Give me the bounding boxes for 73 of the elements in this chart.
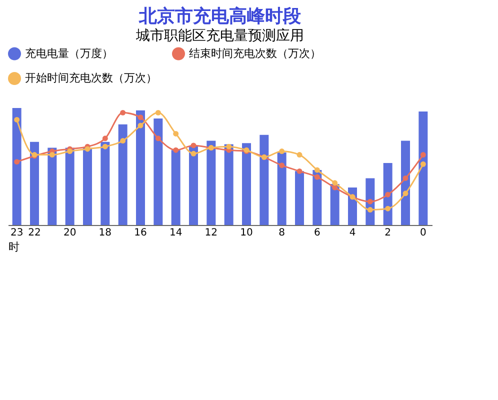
point — [190, 150, 196, 156]
point — [138, 114, 144, 120]
point — [155, 110, 161, 116]
bar — [12, 108, 22, 225]
bar — [48, 148, 57, 225]
point — [173, 131, 179, 136]
bar — [65, 148, 74, 225]
legend-label: 开始时间充电次数（万次） — [25, 72, 157, 84]
bar — [312, 170, 322, 225]
bar — [242, 143, 251, 225]
x-tick-label: 8 — [278, 228, 286, 238]
bar — [118, 124, 128, 225]
point — [155, 136, 161, 142]
bar — [260, 134, 269, 225]
x-tick-label: 4 — [349, 228, 356, 238]
point — [314, 174, 320, 180]
point — [120, 110, 126, 116]
point — [102, 136, 108, 142]
point — [14, 116, 20, 122]
x-tick-label: 20 — [63, 228, 76, 238]
bar — [418, 112, 428, 225]
point — [420, 161, 426, 167]
point — [120, 138, 126, 144]
x-tick-label: 22 — [28, 228, 41, 238]
x-tick-label: 16 — [134, 228, 147, 238]
point — [67, 148, 73, 154]
point — [102, 144, 108, 150]
bar — [401, 140, 410, 225]
x-axis-title: 时 — [8, 240, 20, 254]
x-tick-label: 18 — [98, 228, 112, 238]
point — [367, 198, 373, 204]
x-tick-label: 0 — [420, 228, 426, 238]
text: 城市职能区充电量预测应用 — [135, 28, 304, 44]
bar — [295, 171, 304, 225]
point — [296, 152, 302, 158]
point — [314, 167, 320, 173]
point — [190, 142, 196, 148]
x-tick-label: 12 — [204, 228, 218, 238]
bar — [136, 110, 145, 225]
legend-label: 充电电量（万度） — [25, 46, 113, 60]
x-tick-label: 6 — [314, 228, 320, 238]
point — [420, 152, 426, 158]
point — [84, 146, 90, 152]
x-tick-label: 14 — [169, 228, 182, 238]
point — [226, 144, 232, 150]
bar — [277, 152, 286, 225]
x-tick-label: 10 — [240, 228, 253, 238]
bar — [83, 148, 92, 225]
point — [402, 175, 408, 181]
point — [49, 152, 55, 158]
point — [402, 190, 408, 196]
point — [385, 192, 391, 198]
x-tick-label: 2 — [384, 228, 392, 238]
bar — [154, 118, 163, 225]
bar — [206, 140, 216, 225]
point — [367, 207, 373, 213]
point — [385, 206, 391, 212]
point — [279, 162, 285, 168]
bar — [224, 144, 234, 225]
bar — [100, 142, 110, 225]
bar — [171, 150, 180, 225]
bar — [189, 145, 198, 225]
x-tick-label: 23 — [10, 228, 24, 238]
point — [296, 168, 302, 174]
point — [14, 159, 20, 165]
point — [279, 148, 285, 154]
legend-label: 结束时间充电次数（万次） — [189, 46, 321, 60]
chart-title: 北京市充电高峰时段 — [138, 6, 302, 27]
point — [173, 147, 179, 153]
point — [138, 122, 144, 128]
bar — [30, 142, 39, 225]
point — [332, 184, 338, 190]
point — [332, 180, 338, 186]
